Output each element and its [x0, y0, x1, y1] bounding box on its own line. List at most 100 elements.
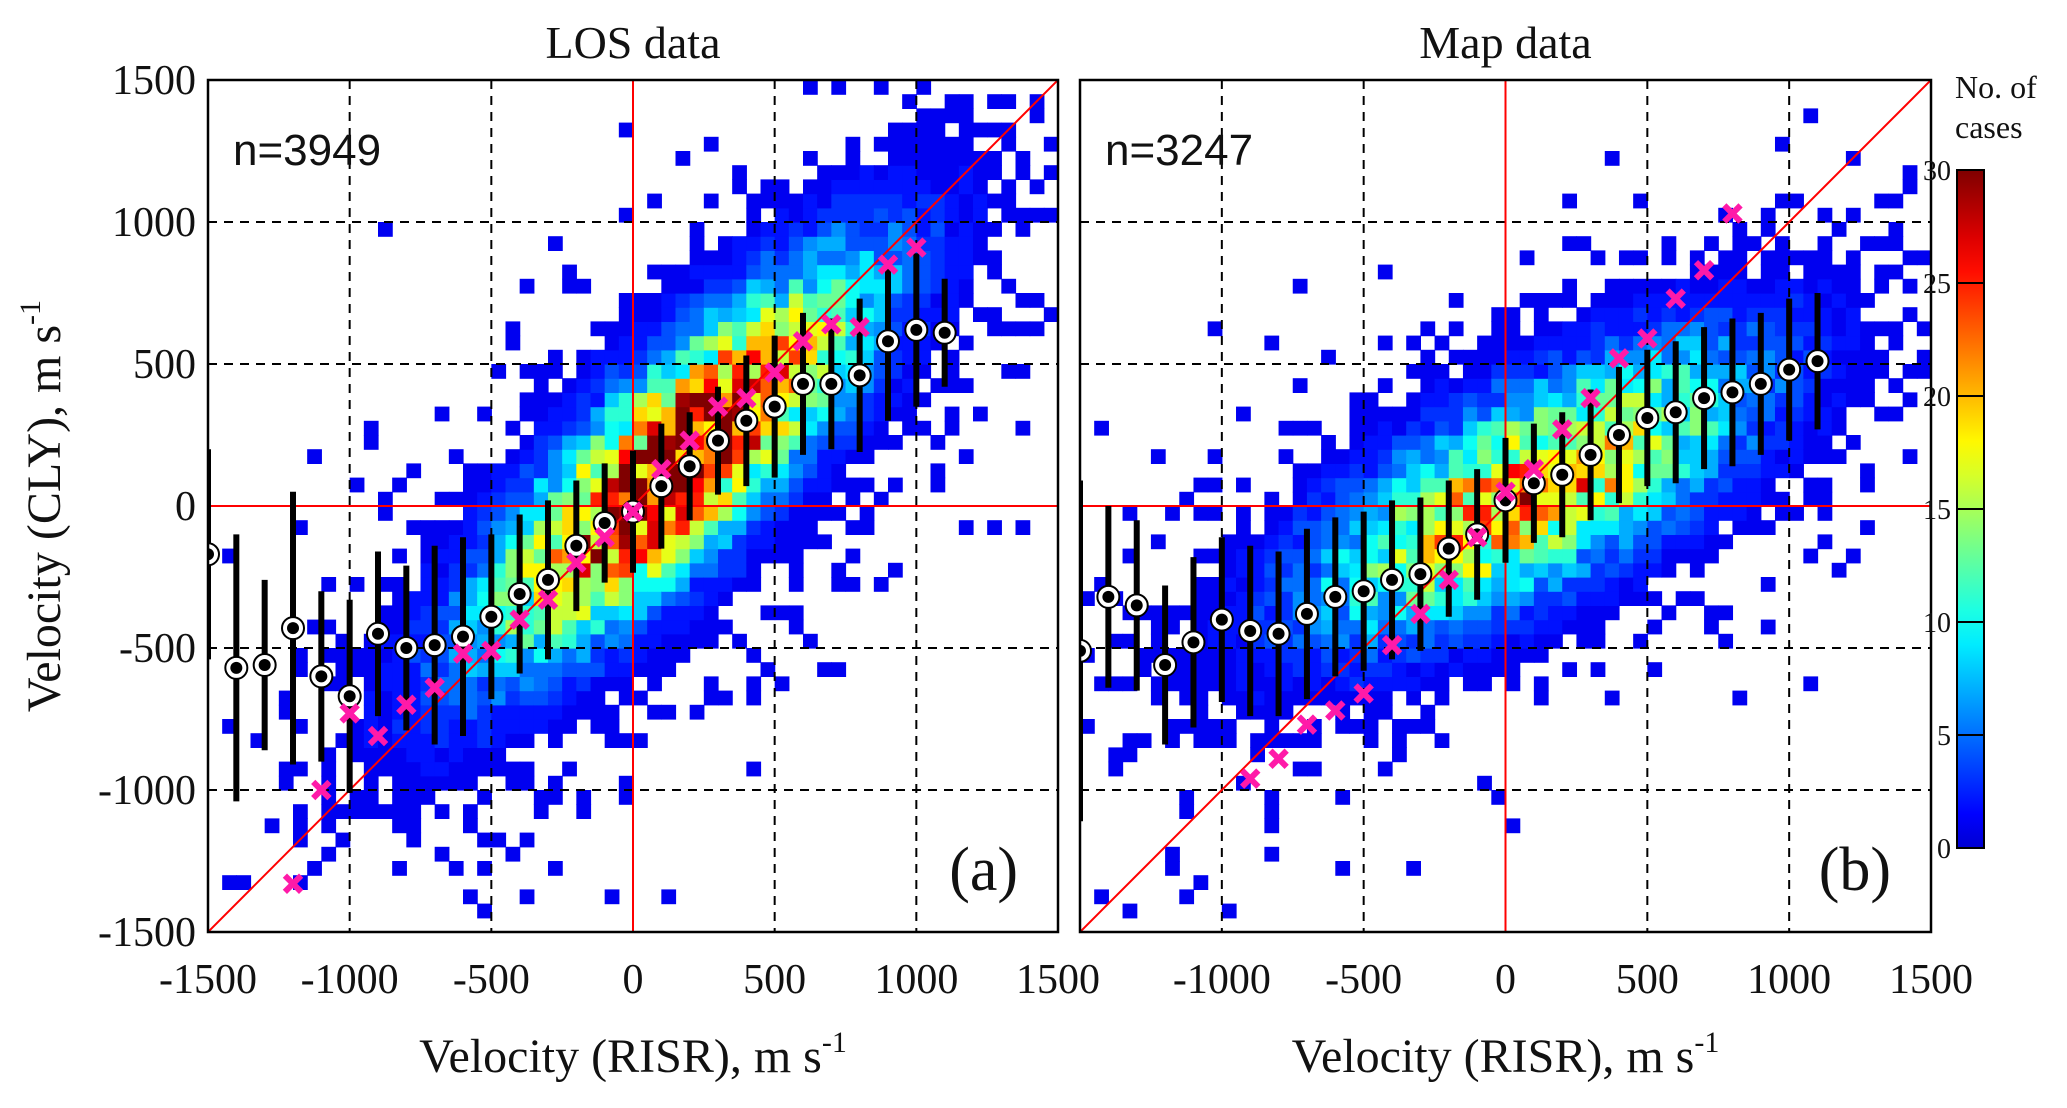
- heatmap-cell: [590, 719, 606, 734]
- heatmap-cell: [703, 491, 719, 507]
- heatmap-cell: [1292, 420, 1308, 436]
- heatmap-cell: [1732, 349, 1748, 365]
- heatmap-cell: [633, 690, 648, 706]
- heatmap-cell: [1363, 719, 1379, 734]
- median-marker: [1438, 569, 1460, 591]
- heatmap-cell: [1689, 278, 1705, 294]
- heatmap-cell: [930, 108, 946, 124]
- heatmap-cell: [576, 477, 592, 493]
- heatmap-cell: [859, 406, 875, 422]
- heatmap-cell: [1029, 321, 1045, 337]
- heatmap-cell: [1406, 392, 1421, 408]
- heatmap-cell: [718, 349, 733, 365]
- heatmap-cell: [746, 335, 762, 351]
- median-marker: [311, 779, 332, 801]
- heatmap-cell: [1221, 562, 1237, 578]
- heatmap-cell: [463, 577, 478, 592]
- heatmap-cell: [1363, 662, 1379, 677]
- heatmap-cell: [1477, 420, 1492, 436]
- mean-marker-dot: [1556, 468, 1569, 481]
- heatmap-cell: [1505, 619, 1521, 635]
- heatmap-cell: [363, 790, 379, 805]
- heatmap-cell: [1860, 321, 1875, 337]
- heatmap-cell: [477, 733, 492, 748]
- mean-marker-dot: [372, 627, 384, 640]
- mean-marker-dot: [457, 630, 469, 643]
- heatmap-cell: [902, 179, 917, 195]
- heatmap-cell: [1377, 420, 1393, 436]
- heatmap-cell: [278, 761, 294, 777]
- heatmap-cell: [1618, 321, 1634, 337]
- heatmap-cell: [1576, 591, 1592, 606]
- heatmap-cell: [576, 349, 592, 365]
- heatmap-cell: [392, 747, 407, 763]
- heatmap-cell: [477, 491, 492, 507]
- mean-marker-dot: [1130, 599, 1143, 612]
- heatmap-cell: [703, 534, 719, 550]
- heatmap-cell: [448, 548, 464, 564]
- heatmap-cell: [987, 193, 1002, 209]
- heatmap-cell: [1377, 264, 1393, 280]
- heatmap-cell: [859, 193, 875, 209]
- heatmap-cell: [448, 733, 464, 748]
- heatmap-cell: [548, 463, 563, 479]
- heatmap-cell: [1831, 335, 1847, 351]
- heatmap-cell: [1491, 790, 1507, 805]
- heatmap-cell: [519, 562, 535, 578]
- heatmap-cell: [1406, 364, 1421, 379]
- heatmap-cell: [1533, 648, 1549, 663]
- heatmap-cell: [1576, 321, 1592, 337]
- median-marker: [1381, 634, 1403, 656]
- heatmap-cell: [1477, 392, 1492, 408]
- heatmap-cell: [420, 591, 436, 606]
- heatmap-cell: [1562, 364, 1578, 379]
- heatmap-cell: [1193, 577, 1209, 592]
- heatmap-cell: [1831, 378, 1847, 393]
- heatmap-cell: [774, 293, 790, 308]
- heatmap-cell: [1831, 264, 1847, 280]
- heatmap-cell: [1732, 406, 1748, 422]
- heatmap-cell: [1774, 463, 1790, 479]
- heatmap-cell: [491, 747, 507, 763]
- heatmap-cell: [817, 264, 832, 280]
- heatmap-cell: [618, 378, 634, 393]
- heatmap-cell: [1165, 605, 1180, 621]
- heatmap-cell: [1661, 605, 1677, 621]
- heatmap-cell: [930, 463, 946, 479]
- heatmap-cell: [1675, 420, 1691, 436]
- heatmap-cell: [1207, 648, 1223, 663]
- heatmap-cell: [1789, 293, 1804, 308]
- heatmap-cell: [1108, 747, 1124, 763]
- heatmap-cell: [1377, 591, 1393, 606]
- heatmap-cell: [1335, 790, 1351, 805]
- heatmap-cell: [1292, 506, 1308, 521]
- heatmap-cell: [533, 804, 549, 819]
- median-marker: [792, 331, 814, 352]
- heatmap-cell: [1236, 605, 1251, 621]
- heatmap-cell: [1292, 534, 1308, 550]
- y-tick-label: -1500: [98, 910, 196, 956]
- heatmap-cell: [845, 491, 861, 507]
- heatmap-cell: [1434, 605, 1450, 621]
- heatmap-cell: [349, 719, 365, 734]
- heatmap-cell: [477, 506, 492, 521]
- heatmap-cell: [1647, 449, 1663, 464]
- heatmap-cell: [1633, 392, 1648, 408]
- heatmap-cell: [604, 392, 620, 408]
- heatmap-cell: [1831, 278, 1847, 294]
- heatmap-cell: [1874, 349, 1890, 365]
- heatmap-cell: [958, 108, 974, 124]
- heatmap-cell: [944, 293, 960, 308]
- heatmap-cell: [1562, 378, 1578, 393]
- heatmap-cell: [1043, 207, 1058, 223]
- heatmap-cell: [973, 222, 988, 237]
- heatmap-cell: [1774, 293, 1790, 308]
- heatmap-cell: [1562, 193, 1578, 209]
- heatmap-cell: [392, 676, 407, 692]
- heatmap-cell: [1292, 648, 1308, 663]
- heatmap-cell: [406, 747, 422, 763]
- heatmap-cell: [1817, 278, 1833, 294]
- heatmap-cell: [1661, 250, 1677, 266]
- heatmap-cell: [845, 420, 861, 436]
- heatmap-cell: [689, 605, 705, 621]
